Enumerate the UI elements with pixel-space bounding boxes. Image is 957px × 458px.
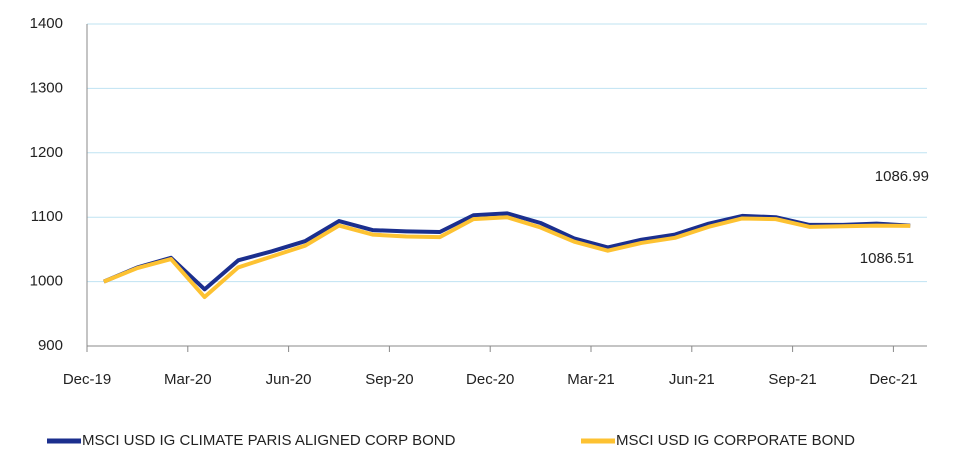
x-tick-label: Jun-20 (266, 371, 312, 388)
end-label: 1086.99 (875, 168, 929, 185)
y-tick-label: 1000 (30, 273, 63, 290)
legend-label: MSCI USD IG CORPORATE BOND (616, 432, 855, 449)
x-tick-label: Sep-21 (768, 371, 816, 388)
legend-label: MSCI USD IG CLIMATE PARIS ALIGNED CORP B… (82, 432, 456, 449)
x-tick-label: Dec-19 (63, 371, 111, 388)
y-tick-label: 1400 (30, 15, 63, 32)
y-tick-label: 1200 (30, 144, 63, 161)
x-tick-label: Mar-21 (567, 371, 615, 388)
y-tick-label: 1300 (30, 79, 63, 96)
y-tick-label: 900 (38, 337, 63, 354)
x-tick-label: Jun-21 (669, 371, 715, 388)
y-tick-label: 1100 (31, 208, 63, 225)
x-tick-label: Mar-20 (164, 371, 212, 388)
x-tick-label: Dec-20 (466, 371, 514, 388)
x-tick-label: Sep-20 (365, 371, 413, 388)
x-tick-label: Dec-21 (869, 371, 917, 388)
series-line (103, 215, 911, 300)
end-label: 1086.51 (860, 250, 914, 267)
